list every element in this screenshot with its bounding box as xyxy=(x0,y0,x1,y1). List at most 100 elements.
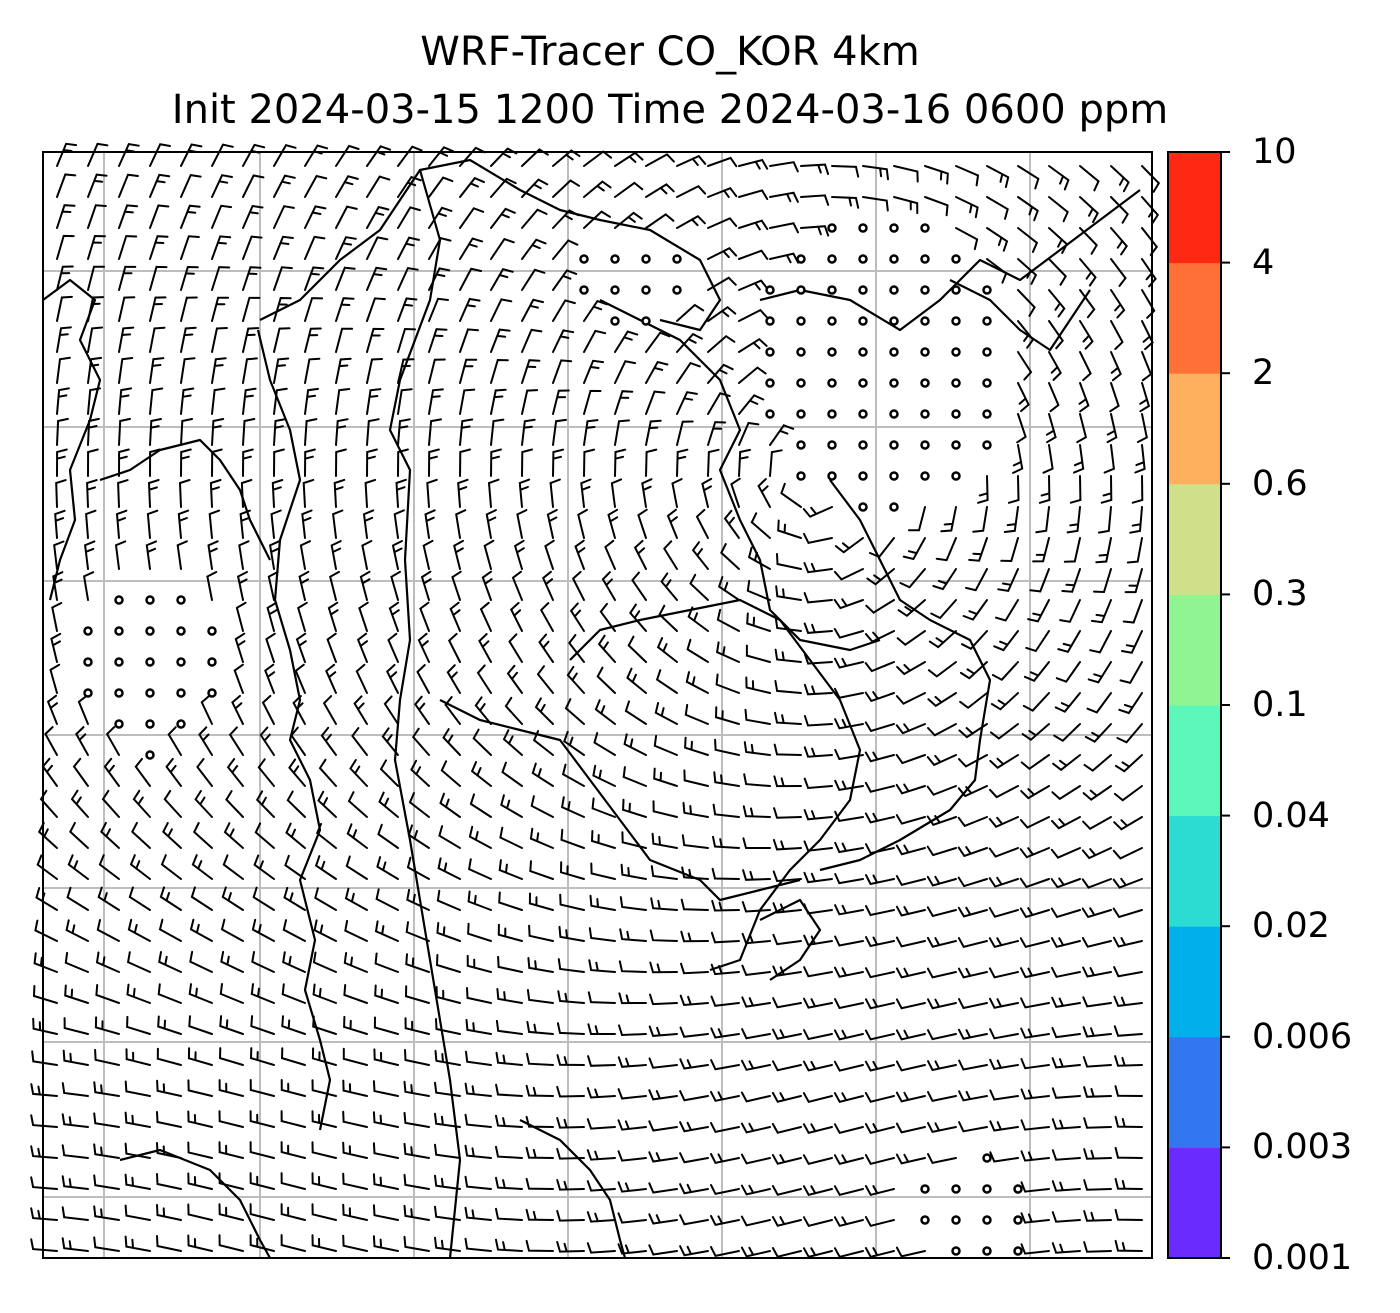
wind-barb xyxy=(428,448,440,477)
wind-barb xyxy=(67,854,89,880)
wind-barb xyxy=(118,326,135,353)
wind-barb xyxy=(955,196,979,219)
wind-barb xyxy=(1083,1241,1112,1253)
wind-barb xyxy=(294,663,306,694)
wind-barb xyxy=(1035,506,1050,534)
calm-marker xyxy=(951,347,961,357)
wind-barb xyxy=(745,644,771,663)
calm-marker xyxy=(827,347,837,357)
wind-barb xyxy=(1113,995,1143,1007)
wind-barb xyxy=(680,898,709,911)
wind-barb xyxy=(627,635,647,663)
wind-barb xyxy=(1081,907,1112,919)
wind-barb xyxy=(180,265,199,291)
wind-barb xyxy=(833,1123,864,1135)
wind-barb xyxy=(476,664,492,694)
wind-barb xyxy=(61,1082,89,1097)
wind-barb xyxy=(834,537,864,554)
wind-barb xyxy=(285,822,306,849)
wind-barb xyxy=(957,967,988,979)
wind-barb xyxy=(290,726,306,756)
wind-barb xyxy=(1100,475,1113,504)
wind-barb xyxy=(87,417,100,446)
calm-marker xyxy=(951,316,961,326)
wind-barb xyxy=(253,854,275,880)
wind-barb xyxy=(86,479,98,508)
wind-barb xyxy=(434,1236,461,1252)
wind-barb xyxy=(864,661,895,673)
wind-barb xyxy=(902,537,926,561)
wind-barb xyxy=(498,859,523,880)
wind-barb xyxy=(617,1212,647,1224)
wind-barb xyxy=(521,238,547,260)
wind-barb xyxy=(680,962,709,975)
wind-barb xyxy=(364,478,377,508)
wind-barb xyxy=(87,173,108,198)
wind-barb xyxy=(957,876,988,888)
wind-barb xyxy=(740,1246,771,1258)
calm-marker xyxy=(951,440,961,450)
wind-barb xyxy=(157,983,182,1004)
wind-barb xyxy=(1079,227,1098,255)
wind-barb xyxy=(712,803,740,818)
wind-barb xyxy=(1082,996,1112,1008)
wind-barb xyxy=(420,570,432,601)
wind-barb xyxy=(1087,661,1112,684)
calm-marker xyxy=(982,316,992,326)
wind-barb xyxy=(242,235,263,260)
wind-barb xyxy=(273,296,292,322)
calm-marker xyxy=(920,223,930,233)
wind-barb xyxy=(741,901,771,913)
wind-barb xyxy=(56,387,70,415)
wind-barb xyxy=(619,896,647,911)
wind-barb xyxy=(895,1122,926,1134)
wind-barb xyxy=(566,665,585,694)
wind-barb xyxy=(1061,568,1081,593)
wind-barb xyxy=(926,815,957,826)
wind-barb xyxy=(353,695,368,725)
calm-marker xyxy=(858,223,868,233)
wind-barb xyxy=(1090,599,1112,624)
wind-barb xyxy=(586,1149,616,1161)
calm-marker xyxy=(83,626,93,636)
calm-marker xyxy=(889,285,899,295)
calm-marker xyxy=(145,657,155,667)
wind-barb xyxy=(924,165,949,185)
colorbar-segment xyxy=(1168,152,1221,264)
wind-barb xyxy=(738,189,769,200)
wind-barb xyxy=(513,539,525,570)
wind-barb xyxy=(645,448,658,477)
wind-barb xyxy=(180,387,195,415)
wind-barb xyxy=(273,235,294,260)
wind-barb xyxy=(134,757,151,787)
wind-barb xyxy=(1048,382,1060,413)
colorbar-segment xyxy=(1168,1147,1221,1259)
map-frame xyxy=(42,151,1153,1259)
wind-barb xyxy=(395,478,407,508)
wind-barb xyxy=(1079,165,1100,192)
wind-barb xyxy=(479,601,492,632)
wind-barb xyxy=(583,299,608,322)
wind-barb xyxy=(1086,692,1112,714)
colorbar-tick-label: 0.001 xyxy=(1252,1238,1353,1278)
calm-marker xyxy=(176,626,186,636)
wind-barb xyxy=(481,570,493,601)
wind-barb xyxy=(211,143,234,167)
wind-barb xyxy=(228,726,244,756)
wind-barb xyxy=(1106,413,1118,444)
wind-barb xyxy=(1083,1179,1112,1191)
wind-barb xyxy=(149,387,164,415)
wind-barb xyxy=(707,305,737,322)
wind-barb xyxy=(313,919,337,942)
calm-marker xyxy=(982,378,992,388)
wind-barb xyxy=(927,692,957,708)
wind-barb xyxy=(958,1059,988,1071)
wind-barb xyxy=(564,698,585,725)
wind-barb xyxy=(771,1154,802,1165)
wind-barb xyxy=(1103,444,1115,474)
wind-barb xyxy=(895,936,926,948)
wind-barb xyxy=(196,758,213,787)
calm-marker xyxy=(207,688,217,698)
wind-barb xyxy=(968,537,988,562)
wind-barb xyxy=(406,856,430,880)
